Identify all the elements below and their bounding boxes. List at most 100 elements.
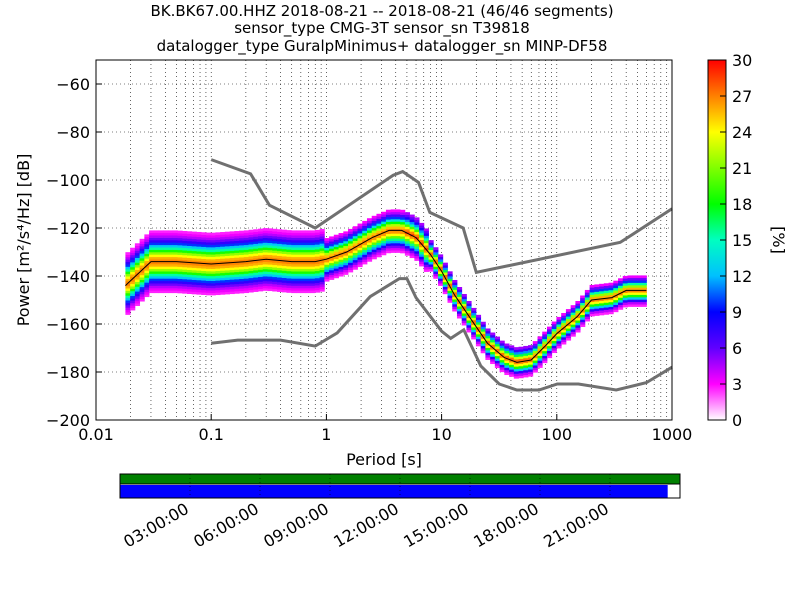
heatmap-cell bbox=[158, 249, 164, 253]
heatmap-cell bbox=[362, 242, 368, 246]
timeline-tick-label: 15:00:00 bbox=[400, 499, 472, 551]
heatmap-cell bbox=[234, 245, 240, 249]
heatmap-cell bbox=[513, 363, 519, 367]
heatmap-cell bbox=[291, 261, 297, 265]
heatmap-cell bbox=[371, 251, 377, 255]
heatmap-cell bbox=[542, 336, 548, 340]
heatmap-cell bbox=[243, 244, 249, 248]
heatmap-cell bbox=[243, 275, 249, 279]
heatmap-cell bbox=[385, 243, 392, 247]
heatmap-cell bbox=[239, 237, 245, 241]
heatmap-cell bbox=[466, 329, 472, 333]
heatmap-cell bbox=[475, 334, 482, 337]
heatmap-cell bbox=[542, 358, 548, 361]
heatmap-cell bbox=[314, 280, 321, 284]
heatmap-cell bbox=[168, 230, 174, 234]
heatmap-cell bbox=[466, 324, 472, 328]
heatmap-cell bbox=[390, 219, 396, 222]
heatmap-cell bbox=[134, 286, 141, 290]
heatmap-cell bbox=[618, 297, 624, 301]
heatmap-cell bbox=[125, 300, 131, 303]
heatmap-cell bbox=[243, 249, 249, 253]
heatmap-cell bbox=[300, 244, 306, 248]
heatmap-cell bbox=[163, 285, 169, 289]
heatmap-cell bbox=[310, 261, 316, 265]
heatmap-cell bbox=[348, 257, 354, 261]
heatmap-cell bbox=[504, 372, 510, 376]
heatmap-cell bbox=[291, 230, 297, 234]
heatmap-cell bbox=[348, 245, 354, 249]
heatmap-cell bbox=[494, 338, 501, 342]
heatmap-cell bbox=[348, 267, 354, 271]
heatmap-cell bbox=[305, 266, 311, 270]
heatmap-cell bbox=[499, 347, 505, 351]
heatmap-cell bbox=[262, 285, 268, 289]
heatmap-cell bbox=[153, 242, 159, 246]
heatmap-cell bbox=[461, 301, 467, 304]
heatmap-cell bbox=[201, 258, 207, 262]
heatmap-cell bbox=[182, 269, 188, 273]
heatmap-cell bbox=[409, 226, 415, 230]
colorbar-tick-label: 30 bbox=[732, 51, 752, 70]
heatmap-cell bbox=[281, 265, 287, 269]
heatmap-cell bbox=[229, 245, 235, 249]
heatmap-cell bbox=[603, 292, 609, 296]
heatmap-cell bbox=[613, 307, 619, 310]
heatmap-cell bbox=[248, 232, 254, 235]
heatmap-cell bbox=[518, 368, 524, 372]
heatmap-cell bbox=[144, 243, 150, 247]
heatmap-cell bbox=[305, 235, 311, 238]
heatmap-cell bbox=[125, 295, 131, 299]
heatmap-cell bbox=[286, 249, 292, 253]
heatmap-cell bbox=[258, 247, 264, 251]
heatmap-cell bbox=[348, 236, 354, 239]
heatmap-cell bbox=[442, 265, 448, 268]
heatmap-cell bbox=[281, 246, 287, 250]
heatmap-cell bbox=[158, 247, 164, 250]
heatmap-cell bbox=[144, 284, 150, 288]
heatmap-cell bbox=[404, 250, 411, 254]
heatmap-cell bbox=[603, 295, 609, 298]
heatmap-cell bbox=[537, 345, 543, 349]
heatmap-cell bbox=[513, 375, 519, 379]
heatmap-cell bbox=[125, 259, 131, 263]
heatmap-cell bbox=[215, 244, 221, 248]
heatmap-cell bbox=[139, 246, 145, 249]
heatmap-cell bbox=[352, 259, 358, 263]
heatmap-cell bbox=[438, 266, 444, 270]
heatmap-cell bbox=[409, 250, 415, 254]
heatmap-cell bbox=[205, 234, 212, 238]
heatmap-cell bbox=[196, 243, 202, 247]
heatmap-cell bbox=[575, 313, 581, 316]
heatmap-cell bbox=[305, 285, 311, 289]
timeline-tick-label: 12:00:00 bbox=[330, 499, 402, 551]
heatmap-cell bbox=[532, 353, 538, 356]
heatmap-cell bbox=[243, 271, 249, 274]
heatmap-cell bbox=[286, 261, 292, 265]
heatmap-cell bbox=[224, 265, 231, 268]
heatmap-cell bbox=[622, 297, 628, 301]
heatmap-cell bbox=[144, 260, 150, 264]
heatmap-cell bbox=[205, 256, 212, 260]
heatmap-cell bbox=[419, 232, 425, 236]
heatmap-cell bbox=[466, 300, 472, 304]
heatmap-cell bbox=[276, 286, 283, 290]
heatmap-cell bbox=[191, 253, 197, 256]
heatmap-cell bbox=[584, 306, 591, 310]
heatmap-cell bbox=[224, 253, 231, 256]
heatmap-cell bbox=[291, 237, 297, 241]
heatmap-cell bbox=[272, 255, 278, 258]
heatmap-cell bbox=[329, 260, 335, 264]
heatmap-cell bbox=[196, 263, 202, 266]
heatmap-cell bbox=[618, 283, 624, 286]
heatmap-cell bbox=[314, 246, 321, 250]
timeline-tick-label: 09:00:00 bbox=[260, 499, 332, 551]
heatmap-cell bbox=[134, 298, 141, 302]
heatmap-cell bbox=[575, 315, 581, 319]
heatmap-cell bbox=[575, 329, 581, 333]
heatmap-cell bbox=[281, 275, 287, 278]
heatmap-cell bbox=[513, 371, 519, 374]
heatmap-cell bbox=[139, 277, 145, 280]
heatmap-cell bbox=[144, 248, 150, 252]
heatmap-cell bbox=[248, 287, 254, 291]
